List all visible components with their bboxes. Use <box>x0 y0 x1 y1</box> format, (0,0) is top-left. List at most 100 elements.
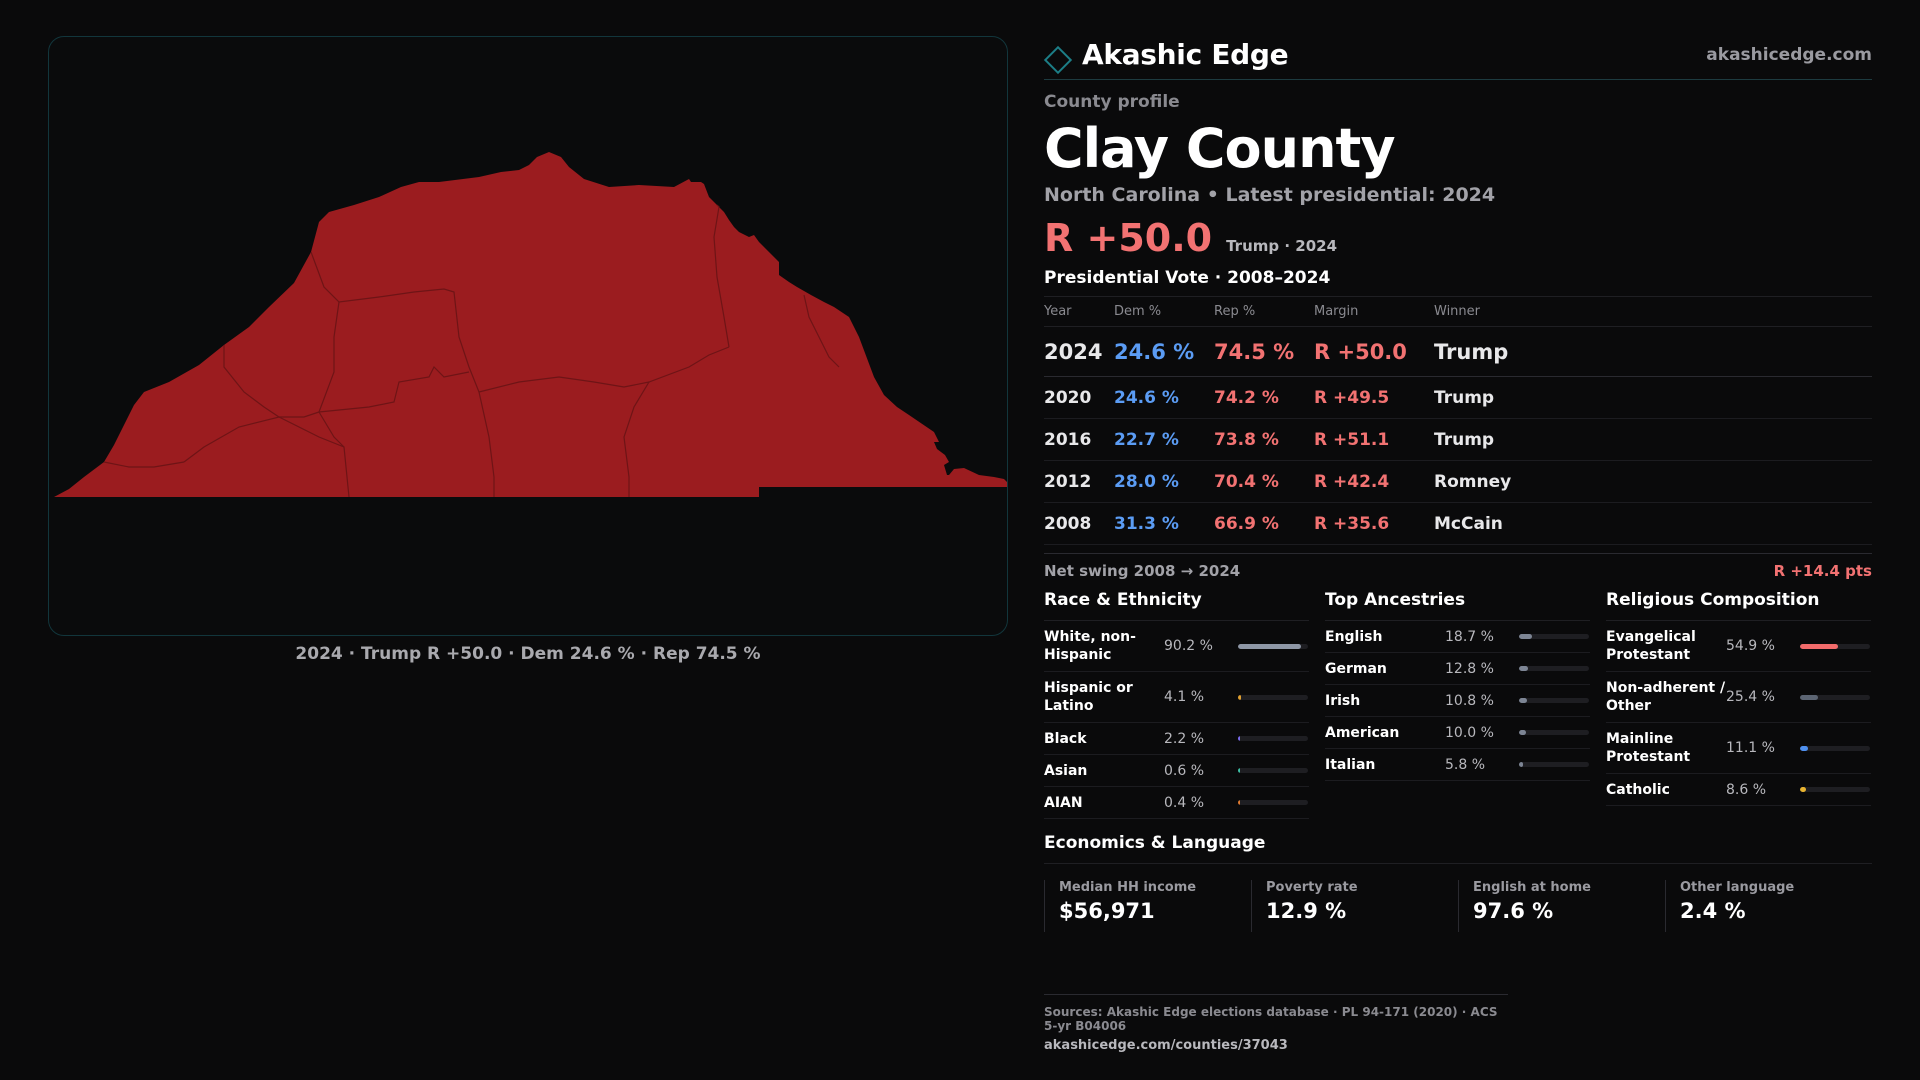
economics-stat-label: Other language <box>1680 880 1795 895</box>
header-margin: Margin <box>1314 296 1434 327</box>
net-swing-row: Net swing 2008 → 2024 R +14.4 pts <box>1044 553 1872 580</box>
table-row: 2024 24.6 % 74.5 % R +50.0 Trump <box>1044 326 1872 377</box>
row-rep-pct: 73.8 % <box>1214 418 1314 461</box>
county-map[interactable] <box>49 37 1008 636</box>
religion-value: 11.1 % <box>1726 740 1775 756</box>
religion-bar <box>1800 745 1870 751</box>
headline-note: Trump · 2024 <box>1226 237 1338 255</box>
headline-margin: R +50.0 <box>1044 216 1213 260</box>
ancestry-label: Irish <box>1325 692 1361 709</box>
row-dem-pct: 31.3 % <box>1114 502 1214 545</box>
header-year: Year <box>1044 296 1114 327</box>
economics-title: Economics & Language <box>1044 833 1872 864</box>
religion-bar-fill <box>1800 745 1808 751</box>
row-winner: Romney <box>1434 460 1872 503</box>
race-bar-fill <box>1238 800 1240 805</box>
economics-stat: Poverty rate 12.9 % <box>1251 880 1458 932</box>
ancestry-label: Italian <box>1325 756 1376 773</box>
row-dem-pct: 28.0 % <box>1114 460 1214 503</box>
page-subtitle: North Carolina • Latest presidential: 20… <box>1044 184 1496 206</box>
row-dem-pct: 24.6 % <box>1114 376 1214 419</box>
ancestry-row: American 10.0 % <box>1325 717 1590 749</box>
ancestry-label: English <box>1325 628 1383 645</box>
row-rep-pct: 74.2 % <box>1214 376 1314 419</box>
map-caption: 2024 · Trump R +50.0 · Dem 24.6 % · Rep … <box>295 644 761 664</box>
race-row: AIAN 0.4 % <box>1044 787 1309 819</box>
county-profile-panel: Akashic Edge akashicedge.com County prof… <box>1043 30 1872 932</box>
religion-row: Mainline Protestant 11.1 % <box>1606 723 1871 774</box>
ancestry-value: 10.0 % <box>1445 724 1494 741</box>
religion-value: 8.6 % <box>1726 781 1767 798</box>
economics-stat-label: Poverty rate <box>1266 880 1358 895</box>
precinct-border-line <box>623 381 650 497</box>
county-permalink[interactable]: akashicedge.com/counties/37043 <box>1044 1038 1288 1053</box>
ancestry-bar-fill <box>1519 730 1526 735</box>
row-rep-pct: 74.5 % <box>1214 326 1314 377</box>
precinct-border-line <box>478 346 730 393</box>
race-row: Black 2.2 % <box>1044 723 1309 755</box>
economics-stat-label: English at home <box>1473 880 1591 895</box>
table-row: 2012 28.0 % 70.4 % R +42.4 Romney <box>1044 460 1872 503</box>
ancestry-bar <box>1519 762 1589 767</box>
race-bar <box>1238 736 1308 741</box>
row-rep-pct: 70.4 % <box>1214 460 1314 503</box>
row-rep-pct: 66.9 % <box>1214 502 1314 545</box>
religion-value: 25.4 % <box>1726 689 1775 705</box>
religion-bar-fill <box>1800 694 1818 700</box>
brand-name: Akashic Edge <box>1082 38 1289 71</box>
diamond-logo-icon <box>1043 45 1073 74</box>
religion-section: Religious Composition Evangelical Protes… <box>1606 590 1871 819</box>
precinct-border-line <box>803 294 840 368</box>
religion-title: Religious Composition <box>1606 590 1871 621</box>
ancestry-value: 5.8 % <box>1445 756 1486 773</box>
precinct-border-line <box>318 411 345 448</box>
ancestry-bar-fill <box>1519 698 1527 703</box>
precinct-border-line <box>103 461 185 468</box>
precinct-border-line <box>713 204 730 348</box>
sources-footer: Sources: Akashic Edge elections database… <box>1044 994 1508 1053</box>
economics-stat: Median HH income $56,971 <box>1044 880 1251 932</box>
ancestry-bar <box>1519 666 1589 671</box>
net-swing-value: R +14.4 pts <box>1773 562 1872 580</box>
race-value: 90.2 % <box>1164 638 1213 654</box>
presidential-vote-title: Presidential Vote · 2008–2024 <box>1044 268 1331 288</box>
race-bar <box>1238 643 1308 649</box>
row-year: 2016 <box>1044 418 1114 461</box>
race-ethnicity-title: Race & Ethnicity <box>1044 590 1309 621</box>
race-label: White, non-Hispanic <box>1044 629 1136 663</box>
row-year: 2020 <box>1044 376 1114 419</box>
religion-bar <box>1800 643 1870 649</box>
brand-url-link[interactable]: akashicedge.com <box>1706 44 1872 65</box>
religion-row: Catholic 8.6 % <box>1606 774 1871 806</box>
row-margin: R +49.5 <box>1314 376 1434 419</box>
ancestry-section: Top Ancestries English 18.7 % German 12.8 %… <box>1325 590 1590 819</box>
precinct-border-line <box>318 365 470 413</box>
county-shape[interactable] <box>54 152 1008 497</box>
row-margin: R +35.6 <box>1314 502 1434 545</box>
religion-row: Evangelical Protestant 54.9 % <box>1606 621 1871 672</box>
ancestry-value: 12.8 % <box>1445 660 1494 677</box>
race-bar-fill <box>1238 694 1241 700</box>
presidential-vote-table: Year Dem % Rep % Margin Winner 2024 24.6 … <box>1044 296 1872 545</box>
race-label: Black <box>1044 730 1087 747</box>
header-rep: Rep % <box>1214 296 1314 327</box>
race-value: 4.1 % <box>1164 689 1205 705</box>
religion-row: Non-adherent / Other 25.4 % <box>1606 672 1871 723</box>
religion-bar-fill <box>1800 643 1839 649</box>
ancestry-bar-fill <box>1519 634 1533 639</box>
ancestry-label: American <box>1325 724 1400 741</box>
religion-value: 54.9 % <box>1726 638 1775 654</box>
header-winner: Winner <box>1434 296 1872 327</box>
economics-stat-value: $56,971 <box>1059 899 1155 923</box>
religion-bar <box>1800 694 1870 700</box>
race-bar <box>1238 768 1308 773</box>
economics-stats: Median HH income $56,971 Poverty rate 12.9 … <box>1044 880 1872 932</box>
county-map-panel[interactable] <box>48 36 1008 636</box>
race-bar-fill <box>1238 643 1302 649</box>
ancestry-bar <box>1519 698 1589 703</box>
religion-label: Non-adherent / Other <box>1606 680 1726 714</box>
precinct-border-line <box>318 301 340 413</box>
table-row: 2016 22.7 % 73.8 % R +51.1 Trump <box>1044 418 1872 461</box>
economics-stat-value: 2.4 % <box>1680 899 1746 923</box>
race-bar <box>1238 800 1308 805</box>
